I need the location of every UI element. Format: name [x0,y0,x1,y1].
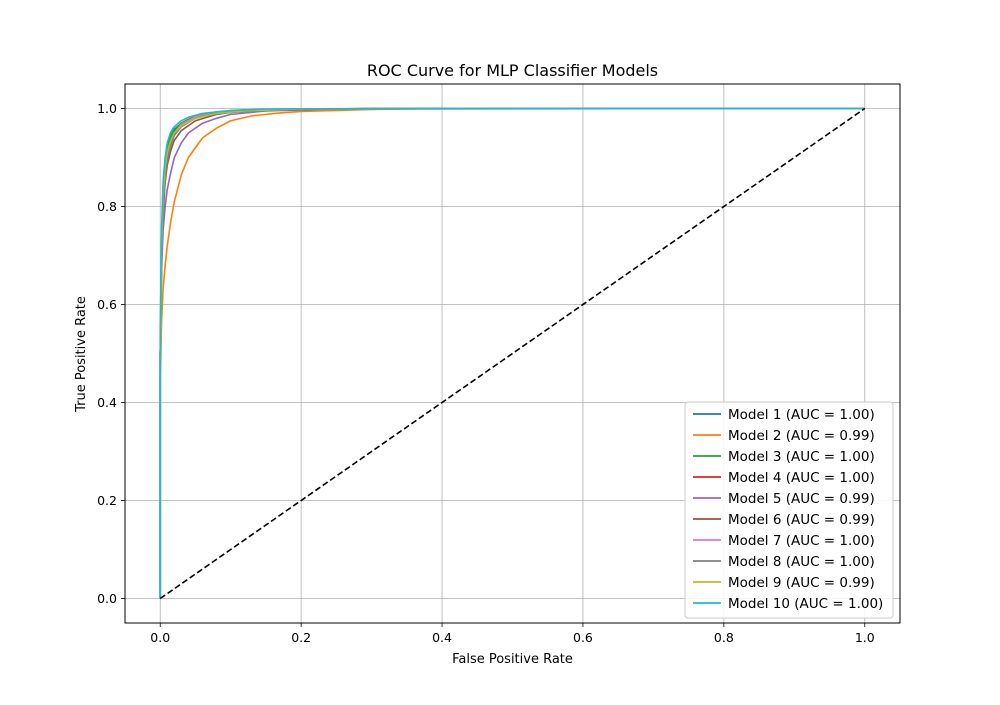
series-line-model-10 [159,107,865,599]
x-tick-label: 0.4 [432,630,452,645]
y-tick-label: 0.0 [97,591,117,606]
legend-label: Model 1 (AUC = 1.00) [728,407,875,423]
legend-label: Model 5 (AUC = 0.99) [728,491,875,507]
y-tick-label: 0.6 [97,297,117,312]
legend: Model 1 (AUC = 1.00) Model 2 (AUC = 0.99)… [684,401,894,619]
legend-label: Model 3 (AUC = 1.00) [728,449,875,465]
x-tick-label: 1.0 [855,630,875,645]
y-axis-label: True Positive Rate [74,296,89,413]
x-tick-label: 0.8 [714,630,734,645]
series-lines [159,107,866,600]
chart-title: ROC Curve for MLP Classifier Models [367,61,658,80]
plot-area-frame [124,83,901,624]
legend-label: Model 6 (AUC = 0.99) [728,512,875,528]
axis-ticks: 0.0 0.2 0.4 0.6 0.8 1.0 0.0 0.2 0.4 0.6 0.8 1.0 [97,101,875,645]
legend-label: Model 8 (AUC = 1.00) [728,554,875,570]
x-axis-label: False Positive Rate [452,652,573,667]
y-tick-label: 0.4 [97,395,117,410]
grid [125,84,900,623]
legend-box [684,401,894,619]
y-tick-label: 0.8 [97,199,117,214]
x-tick-label: 0.2 [291,630,311,645]
x-tick-label: 0.6 [573,630,593,645]
legend-label: Model 7 (AUC = 1.00) [728,533,875,549]
legend-label: Model 2 (AUC = 0.99) [728,428,875,444]
legend-label: Model 4 (AUC = 1.00) [728,470,875,486]
diagonal-reference-line [159,107,866,600]
y-tick-label: 1.0 [97,101,117,116]
legend-label: Model 10 (AUC = 1.00) [728,596,883,612]
series-line-model-2 [159,107,865,599]
x-tick-label: 0.0 [150,630,170,645]
legend-label: Model 9 (AUC = 0.99) [728,575,875,591]
y-tick-label: 0.2 [97,493,117,508]
